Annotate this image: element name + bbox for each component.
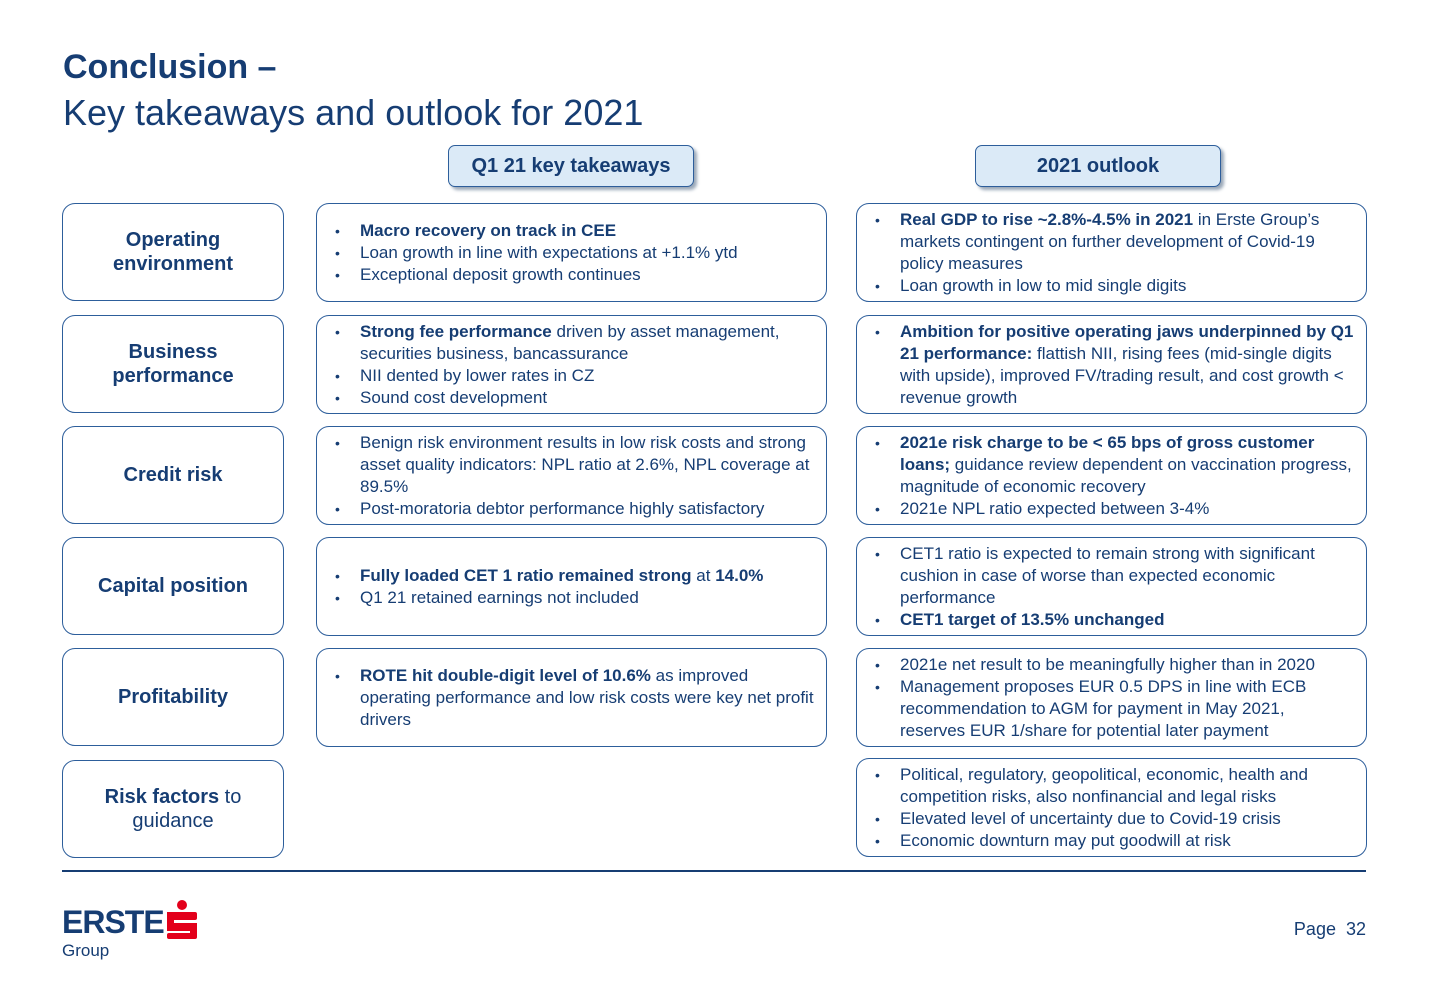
bullet: NII dented by lower rates in CZ xyxy=(333,365,814,387)
bullet: Elevated level of uncertainty due to Cov… xyxy=(873,808,1354,830)
row-label-text: Risk factors to guidance xyxy=(104,786,242,832)
page-number: Page 32 xyxy=(1293,919,1366,939)
outlook-risk-factors: Political, regulatory, geopolitical, eco… xyxy=(856,758,1367,857)
bullet: Strong fee performance driven by asset m… xyxy=(333,321,814,365)
bullet: Loan growth in low to mid single digits xyxy=(873,275,1354,297)
row-label-business-performance: Business performance xyxy=(62,315,284,413)
bullet: ROTE hit double-digit level of 10.6% as … xyxy=(333,665,814,731)
outlook-operating-environment: Real GDP to rise ~2.8%-4.5% in 2021 in E… xyxy=(856,203,1367,302)
erste-group-logo: ERSTE Group xyxy=(62,900,202,964)
row-label-text: Operating environment xyxy=(112,229,234,275)
row-label-text: Profitability xyxy=(117,686,228,708)
bullet: Exceptional deposit growth continues xyxy=(333,264,814,286)
takeaways-credit-risk: Benign risk environment results in low r… xyxy=(316,426,827,525)
takeaways-profitability: ROTE hit double-digit level of 10.6% as … xyxy=(316,648,827,747)
row-label-capital-position: Capital position xyxy=(62,537,284,635)
bullet: Post-moratoria debtor performance highly… xyxy=(333,498,814,520)
takeaways-business-performance: Strong fee performance driven by asset m… xyxy=(316,315,827,414)
title-line-2: Key takeaways and outlook for 2021 xyxy=(63,92,644,133)
row-label-text: Capital position xyxy=(98,575,248,597)
bullet: Fully loaded CET 1 ratio remained strong… xyxy=(333,565,814,587)
bullet: Ambition for positive operating jaws und… xyxy=(873,321,1354,409)
logo-subtext: Group xyxy=(62,941,110,960)
row-label-text: Credit risk xyxy=(123,464,223,486)
sparkasse-s-icon xyxy=(167,900,197,939)
outlook-profitability: 2021e net result to be meaningfully high… xyxy=(856,648,1367,747)
outlook-credit-risk: 2021e risk charge to be < 65 bps of gros… xyxy=(856,426,1367,525)
bullet: 2021e NPL ratio expected between 3-4% xyxy=(873,498,1354,520)
bullet: Q1 21 retained earnings not included xyxy=(333,587,814,609)
bullet: CET1 ratio is expected to remain strong … xyxy=(873,543,1354,609)
column-header-outlook: 2021 outlook xyxy=(975,145,1221,187)
outlook-business-performance: Ambition for positive operating jaws und… xyxy=(856,315,1367,414)
row-label-profitability: Profitability xyxy=(62,648,284,746)
logo-text: ERSTE xyxy=(62,904,165,940)
takeaways-operating-environment: Macro recovery on track in CEE Loan grow… xyxy=(316,203,827,302)
column-header-takeaways: Q1 21 key takeaways xyxy=(448,145,694,187)
bullet: 2021e net result to be meaningfully high… xyxy=(873,654,1354,676)
bullet: 2021e risk charge to be < 65 bps of gros… xyxy=(873,432,1354,498)
outlook-capital-position: CET1 ratio is expected to remain strong … xyxy=(856,537,1367,636)
bullet: Loan growth in line with expectations at… xyxy=(333,242,814,264)
bullet: Economic downturn may put goodwill at ri… xyxy=(873,830,1354,852)
footer-divider xyxy=(62,870,1366,872)
bullet: CET1 target of 13.5% unchanged xyxy=(873,609,1354,631)
title-line-1: Conclusion – xyxy=(63,48,277,86)
bullet: Management proposes EUR 0.5 DPS in line … xyxy=(873,676,1354,742)
bullet: Benign risk environment results in low r… xyxy=(333,432,814,498)
row-label-text: Business performance xyxy=(112,341,234,387)
row-label-operating-environment: Operating environment xyxy=(62,203,284,301)
bullet: Sound cost development xyxy=(333,387,814,409)
row-label-risk-factors: Risk factors to guidance xyxy=(62,760,284,858)
bullet: Macro recovery on track in CEE xyxy=(333,220,814,242)
takeaways-capital-position: Fully loaded CET 1 ratio remained strong… xyxy=(316,537,827,636)
bullet: Political, regulatory, geopolitical, eco… xyxy=(873,764,1354,808)
row-label-credit-risk: Credit risk xyxy=(62,426,284,524)
bullet: Real GDP to rise ~2.8%-4.5% in 2021 in E… xyxy=(873,209,1354,275)
